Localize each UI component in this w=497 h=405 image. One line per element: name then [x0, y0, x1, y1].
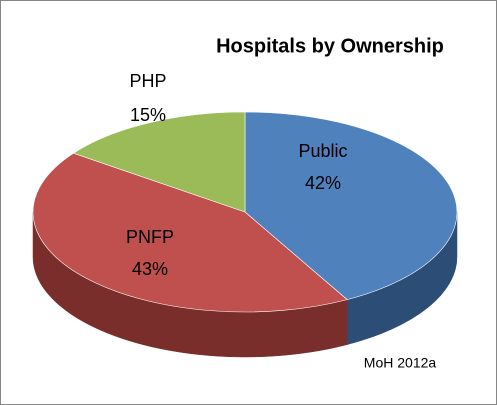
slice: [244, 111, 458, 300]
slice-value-label: 15%: [130, 105, 166, 125]
annotation: MoH 2012a: [364, 355, 437, 371]
slice-value-label: 42%: [305, 173, 341, 193]
slice: [32, 152, 348, 313]
slice-label: PHP: [129, 71, 166, 91]
slice-label: Public: [298, 141, 347, 161]
chart-title: Hospitals by Ownership: [216, 35, 444, 57]
slice: [72, 111, 246, 213]
slice-label: PNFP: [126, 227, 174, 247]
slice-value-label: 43%: [132, 259, 168, 279]
